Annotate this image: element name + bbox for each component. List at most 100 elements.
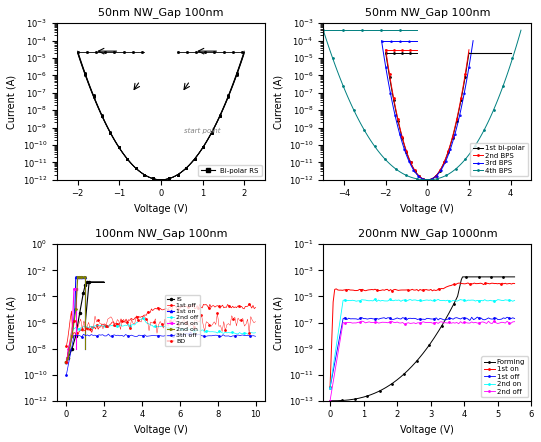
Y-axis label: Current (A): Current (A) <box>7 74 17 129</box>
2nd BPS <box>434 172 440 177</box>
3rd BPS <box>435 171 441 177</box>
2nd off <box>195 328 202 333</box>
3th off <box>252 334 259 339</box>
2nd on <box>71 286 77 291</box>
2nd off <box>422 320 428 325</box>
Legend: IS, 1st off, 1st on, 2nd off, 2nd on, 2nd on, 3th off, BD: IS, 1st off, 1st on, 2nd off, 2nd on, 2n… <box>165 295 200 346</box>
4th BPS <box>446 171 452 176</box>
1st bi-polar <box>424 177 431 183</box>
3rd BPS <box>467 53 474 58</box>
2nd on <box>76 274 83 280</box>
Title: 50nm NW_Gap 100nm: 50nm NW_Gap 100nm <box>365 7 490 18</box>
1st off <box>511 316 518 321</box>
1st off <box>327 385 333 390</box>
1st off <box>370 316 376 321</box>
3rd BPS <box>466 61 473 67</box>
IS <box>82 282 89 287</box>
1st off <box>362 316 369 321</box>
3rd BPS <box>470 38 477 43</box>
2nd on <box>69 333 75 338</box>
2nd on <box>439 298 445 303</box>
Title: 100nm NW_Gap 100nm: 100nm NW_Gap 100nm <box>95 228 227 239</box>
BD <box>252 319 259 324</box>
2nd on <box>424 297 430 303</box>
Text: start point: start point <box>184 128 220 134</box>
2nd on <box>64 355 70 360</box>
BD <box>194 318 200 324</box>
1st on <box>71 307 78 312</box>
1st on <box>507 281 513 286</box>
2nd off <box>362 320 369 325</box>
X-axis label: Voltage (V): Voltage (V) <box>400 204 454 214</box>
Forming <box>424 346 430 351</box>
3th off <box>245 333 251 338</box>
2nd BPS <box>446 147 452 152</box>
Line: BD: BD <box>65 312 256 362</box>
1st off <box>170 303 176 309</box>
2nd on <box>327 385 333 390</box>
2nd on <box>72 286 79 291</box>
4th BPS <box>480 129 486 134</box>
3th off <box>63 372 70 377</box>
3rd BPS <box>451 133 458 138</box>
2nd off <box>498 320 505 325</box>
Line: IS: IS <box>65 281 90 363</box>
Forming <box>459 274 466 279</box>
1st off <box>498 316 505 322</box>
IS <box>69 346 75 351</box>
Y-axis label: Current (A): Current (A) <box>273 295 283 350</box>
2nd on <box>370 298 376 304</box>
Forming <box>454 293 461 299</box>
1st on <box>72 274 79 280</box>
Line: 1st on: 1st on <box>329 282 515 388</box>
2nd off <box>504 319 510 324</box>
IS <box>76 311 83 316</box>
1st on <box>465 280 471 286</box>
Title: 200nm NW_Gap 1000nm: 200nm NW_Gap 1000nm <box>358 228 497 239</box>
Forming <box>327 398 333 404</box>
Forming <box>400 372 406 377</box>
2nd off <box>114 323 121 328</box>
1st on <box>429 288 436 293</box>
2nd on <box>78 274 85 280</box>
Forming <box>431 335 437 341</box>
1st bi-polar <box>446 148 452 153</box>
BD <box>248 314 254 319</box>
2nd on <box>63 359 70 364</box>
3th off <box>100 332 106 337</box>
1st on <box>366 287 372 293</box>
1st bi-polar <box>449 137 456 142</box>
2nd on <box>69 333 75 338</box>
2nd off <box>491 318 497 324</box>
4th BPS <box>510 53 517 58</box>
1st on <box>69 333 75 338</box>
2nd on <box>372 297 378 302</box>
1st off <box>504 315 510 320</box>
Forming <box>387 382 394 387</box>
IS <box>63 359 70 364</box>
Line: 2nd off: 2nd off <box>65 318 256 362</box>
Legend: Bi-polar RS: Bi-polar RS <box>198 165 261 176</box>
Line: 2nd on: 2nd on <box>65 276 87 363</box>
3th off <box>187 330 194 335</box>
2nd BPS <box>464 61 470 66</box>
Line: 1st bi-polar: 1st bi-polar <box>427 52 470 180</box>
2nd on <box>362 297 369 303</box>
Y-axis label: Current (A): Current (A) <box>273 74 283 129</box>
Line: 3rd BPS: 3rd BPS <box>427 40 474 180</box>
2nd on <box>511 298 518 303</box>
2nd off <box>140 316 146 321</box>
1st on <box>377 288 383 293</box>
3rd BPS <box>433 173 439 179</box>
1st off <box>194 303 200 308</box>
2nd on <box>498 298 505 303</box>
IS <box>84 280 90 285</box>
1st on <box>64 355 70 360</box>
1st off <box>162 306 169 312</box>
IS <box>72 333 79 338</box>
3th off <box>176 332 182 338</box>
Line: 1st off: 1st off <box>329 316 515 389</box>
Line: 4th BPS: 4th BPS <box>427 30 522 180</box>
2nd off <box>248 330 254 335</box>
4th BPS <box>472 142 479 148</box>
